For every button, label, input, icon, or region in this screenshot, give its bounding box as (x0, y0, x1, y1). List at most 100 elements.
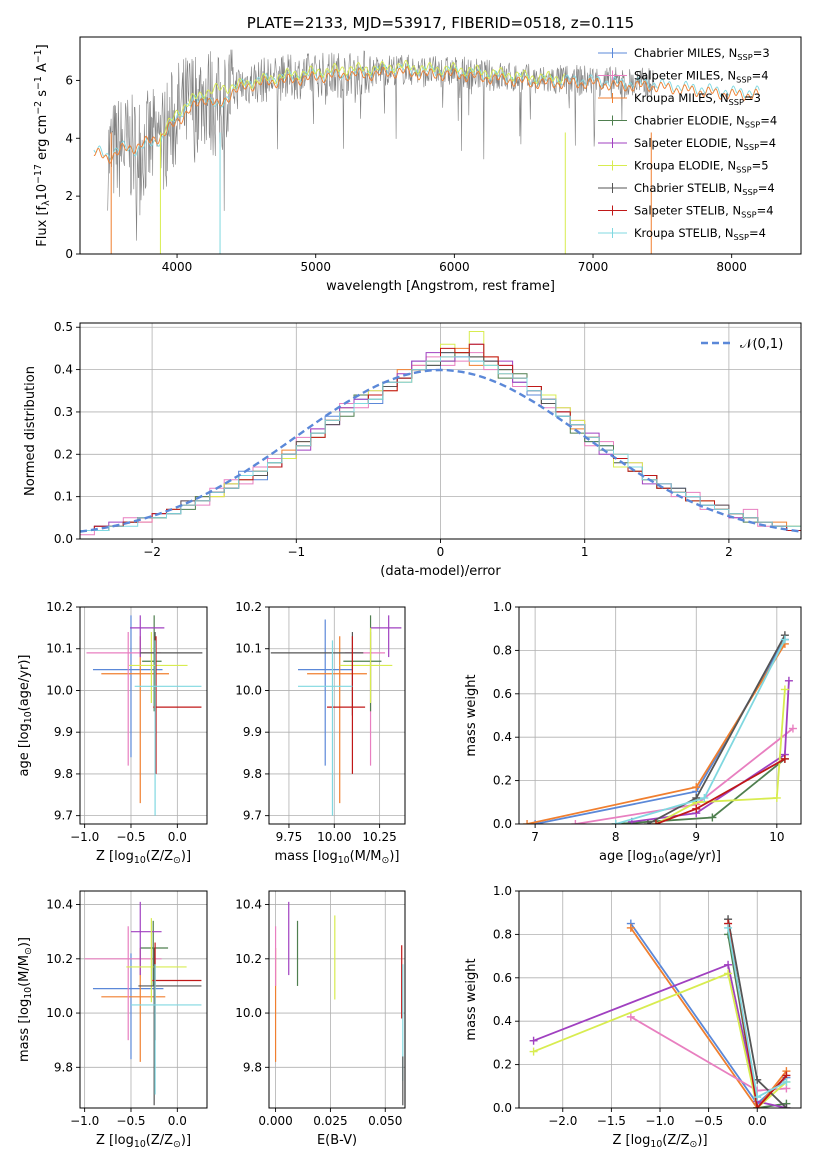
label-text: mass [log (17, 999, 32, 1062)
x-tick-label: 7000 (578, 260, 609, 274)
label-text: =5 (752, 159, 769, 173)
x-tick-label: 9 (692, 830, 700, 844)
legend-entry: Chabrier ELODIE, NSSP=4 (634, 114, 777, 130)
label-text: 10 (35, 184, 50, 201)
mass_vs_Z-panel: −1.0 −0.5 0.09.810.010.210.4Z [log10(Z/Z⊙)… (17, 890, 208, 1150)
x-axis-label: Z [log10(Z/Z⊙)] (612, 1133, 707, 1150)
weight-line (534, 639, 786, 824)
y-tick-label: 10.2 (46, 952, 73, 966)
x-tick-label: 6000 (439, 260, 470, 274)
label-subscript: SSP (736, 165, 751, 175)
x-tick-label: −0.5 (116, 1114, 145, 1128)
model-spectrum (162, 59, 566, 136)
label-subscript: SSP (737, 52, 752, 62)
x-tick-label: 5000 (300, 260, 331, 274)
label-text: =4 (752, 69, 769, 83)
y-tick-label: 0.2 (54, 447, 73, 461)
legend-entry: Salpeter STELIB, NSSP=4 (634, 204, 774, 220)
y-tick-label: 1.0 (493, 884, 512, 898)
y-tick-label: 10.2 (235, 952, 262, 966)
y-tick-label: 0.2 (493, 774, 512, 788)
y-tick-label: 0.0 (54, 532, 73, 546)
label-text: )] (17, 937, 32, 947)
x-tick-label: −2 (143, 545, 161, 559)
legend: 𝒩(0,1) (701, 337, 783, 352)
y-tick-label: 0.5 (54, 320, 73, 334)
y-tick-label: 10.2 (235, 600, 262, 614)
legend-entry: Kroupa STELIB, NSSP=4 (634, 226, 766, 242)
y-tick-label: 10.0 (46, 683, 73, 697)
legend-entry: Salpeter MILES, NSSP=4 (634, 69, 769, 85)
mass_vs_ebv-panel: 0.000 0.025 0.050 9.8 10.0 10.2 10.4 E(B-V) (235, 890, 406, 1148)
y-tick-label: 9.8 (243, 767, 262, 781)
x-tick-label: −1.0 (645, 1114, 674, 1128)
y-tick-label: 10.1 (46, 642, 73, 656)
label-subscript: 10 (650, 1139, 662, 1150)
x-tick-label: 10 (769, 830, 784, 844)
x-tick-label: −2.0 (548, 1114, 577, 1128)
observed-spectrum (107, 49, 656, 241)
y-tick-label: 0.6 (493, 971, 512, 985)
errorbars (274, 901, 404, 1106)
x-tick-label: 0.000 (258, 1114, 292, 1128)
y-tick-label: 0.4 (493, 730, 512, 744)
label-text: =3 (744, 91, 761, 105)
y-tick-label: 0.6 (493, 687, 512, 701)
axes-frame (79, 322, 802, 540)
label-subscript: SSP (729, 97, 744, 107)
y-axis-label: age [log10(age/yr)] (17, 655, 34, 777)
label-text: (M/M (17, 955, 32, 987)
x-tick-label: −0.5 (694, 1114, 723, 1128)
y-axis-label: Normed distribution (23, 366, 38, 496)
residuals-panel: −2 −1 0 1 2 0.0 0.1 0.2 0.3 0.4 0.5 (data-model)/er… (23, 320, 802, 579)
label-subscript: SSP (734, 232, 749, 242)
y-tick-label: 10.0 (46, 1006, 73, 1020)
gaussian-curve (80, 368, 801, 533)
x-tick-label: 0.025 (313, 1114, 347, 1128)
age_vs_Z-panel: −1.0 −0.5 0.09.79.89.910.010.110.2Z [log10… (17, 600, 208, 866)
label-text: Z [log (612, 1133, 650, 1148)
x-axis-label: age [log10(age/yr)] (599, 849, 721, 866)
x-tick-label: 0.0 (168, 1114, 187, 1128)
label-subscript: SSP (742, 187, 757, 197)
x-tick-label: 0.050 (368, 1114, 402, 1128)
label-subscript: 10 (338, 855, 350, 866)
label-superscript: −1 (33, 76, 44, 90)
label-subscript: SSP (736, 75, 751, 85)
y-tick-label: 0.8 (493, 927, 512, 941)
weight-line (615, 639, 786, 824)
label-text: Chabrier MILES, N (634, 46, 737, 60)
label-text: (Z/Z (662, 1133, 689, 1148)
label-subscript: SSP (741, 210, 756, 220)
label-text: Salpeter ELODIE, N (634, 136, 744, 150)
x-tick-label: 10.00 (317, 830, 351, 844)
label-text: Chabrier STELIB, N (634, 181, 742, 195)
axes-frame (268, 606, 406, 825)
label-subscript: 10 (652, 855, 664, 866)
y-tick-label: 9.9 (243, 725, 262, 739)
label-subscript: ⊙ (173, 1139, 181, 1150)
x-axis-label: (data-model)/error (380, 564, 501, 579)
label-text: Kroupa MILES, N (634, 91, 729, 105)
label-subscript: 10 (134, 1139, 146, 1150)
y-tick-label: 9.7 (54, 809, 73, 823)
axes-frame (268, 890, 406, 1109)
x-tick-label: 0 (437, 545, 445, 559)
label-text: )] (697, 1133, 707, 1148)
x-tick-label: 1 (581, 545, 589, 559)
y-tick-label: 0.4 (493, 1014, 512, 1028)
x-axis-label: wavelength [Angstrom, rest frame] (326, 279, 555, 294)
label-subscript: 10 (23, 711, 34, 723)
axes-frame (518, 606, 802, 825)
label-text: =4 (760, 114, 777, 128)
x-tick-label: 0.0 (168, 830, 187, 844)
y-tick-label: 0.8 (493, 643, 512, 657)
x-axis-label: Z [log10(Z/Z⊙)] (96, 1133, 191, 1150)
label-text: (Z/Z (146, 849, 173, 864)
label-text: A (35, 63, 50, 76)
legend-entry: Salpeter ELODIE, NSSP=4 (634, 136, 776, 152)
x-tick-label: −1.0 (70, 830, 99, 844)
label-text: (M/M (350, 849, 382, 864)
